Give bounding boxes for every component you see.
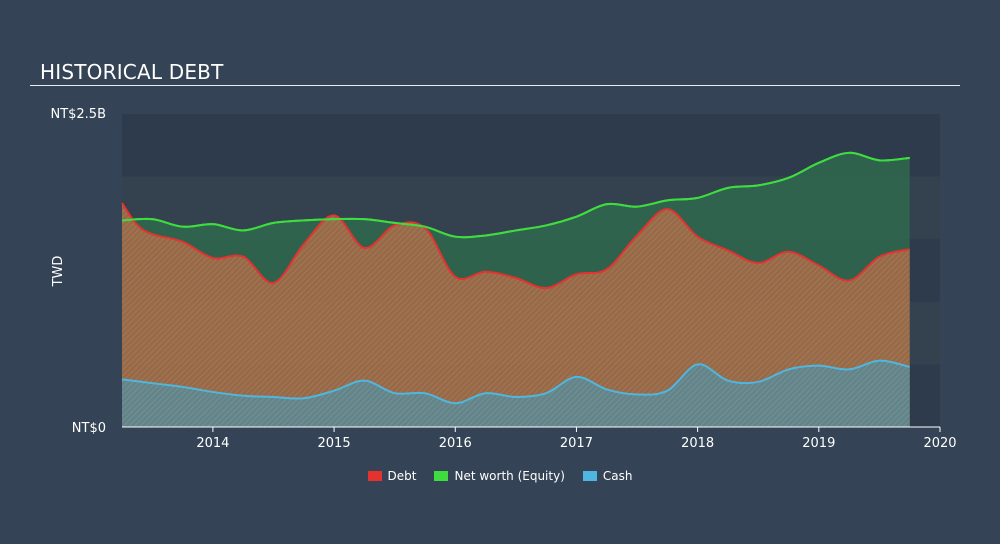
line-equity-top [121,151,910,239]
axes: 2014 2015 2016 2017 2018 2019 2020 [122,426,957,451]
legend-item-equity[interactable]: Net worth (Equity) [434,469,565,483]
legend-swatch-cash [582,471,597,481]
x-tick-label-2017: 2017 [560,436,593,451]
series-lines [121,151,910,405]
legend-swatch-debt [367,471,382,481]
x-tick-label-2015: 2015 [318,436,351,451]
x-tick-label-2020: 2020 [923,436,956,451]
y-tick-bottom: NT$0 [72,421,106,436]
y-axis-label: TWD [51,256,66,288]
x-tick-label-2016: 2016 [439,436,472,451]
line-debt [121,202,910,290]
x-tick-label-2014: 2014 [196,436,229,451]
area-hatch-cash [122,360,910,427]
x-tick-label-2018: 2018 [681,436,714,451]
grid-band [122,114,940,177]
legend: Debt Net worth (Equity) Cash [0,469,1000,483]
line-cash [121,359,910,405]
legend-item-debt[interactable]: Debt [367,469,417,483]
legend-label-debt: Debt [387,469,417,483]
x-tick-label-2019: 2019 [802,436,835,451]
y-tick-top: NT$2.5B [50,107,106,122]
page-title: HISTORICAL DEBT [40,60,224,84]
legend-label-equity: Net worth (Equity) [454,469,565,483]
legend-label-cash: Cash [602,469,633,483]
legend-swatch-equity [434,471,449,481]
legend-item-cash[interactable]: Cash [582,469,633,483]
title-divider [30,85,960,86]
